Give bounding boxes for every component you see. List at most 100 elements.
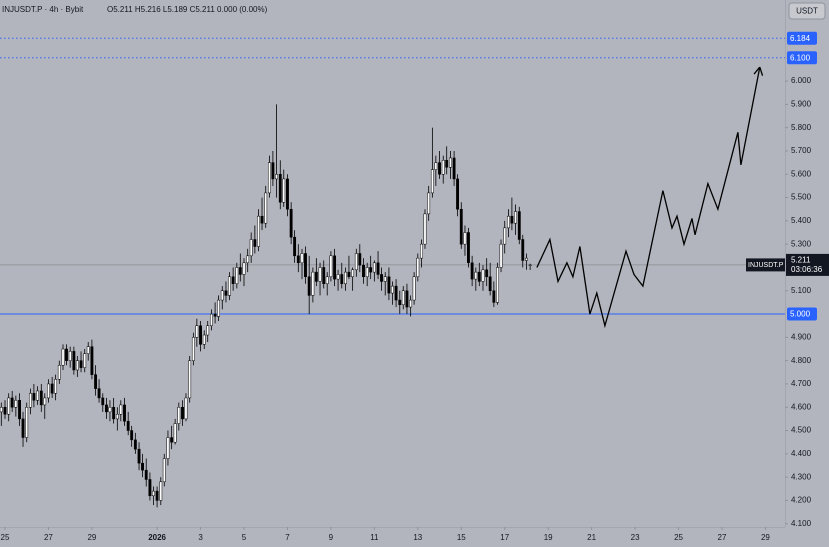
currency-box[interactable] <box>788 2 826 20</box>
candle-body <box>115 413 119 420</box>
x-tick-label: 25 <box>1 533 10 542</box>
candle-body <box>289 208 293 238</box>
candle-body <box>333 255 337 280</box>
candle-body <box>195 325 199 338</box>
candle-body <box>7 397 11 415</box>
candle-body <box>14 400 18 408</box>
candle-body <box>228 276 231 296</box>
y-tick-label: 5.700 <box>791 146 812 155</box>
candle-body <box>423 213 427 245</box>
x-tick-label: 19 <box>544 533 553 542</box>
candle-body <box>50 383 54 394</box>
candle-body <box>264 192 268 224</box>
y-tick-label: 4.100 <box>791 519 812 528</box>
candle-body <box>108 406 112 413</box>
candle-body <box>430 169 434 194</box>
candle-body <box>188 360 192 399</box>
candle-body <box>133 439 137 450</box>
candle-body <box>434 162 438 170</box>
candle-body <box>130 430 134 441</box>
candle-body <box>362 264 365 278</box>
candle-body <box>206 325 210 336</box>
candle-body <box>485 269 489 278</box>
level-tag <box>787 51 817 65</box>
candle-body <box>477 271 481 282</box>
candle-body <box>177 406 181 424</box>
candle-body <box>54 379 58 394</box>
x-tick-label: 2026 <box>148 533 166 542</box>
y-tick-label: 4.700 <box>791 379 812 388</box>
candle-body <box>249 239 253 257</box>
candle-body <box>260 215 264 224</box>
candle-body <box>97 388 101 399</box>
candle-body <box>311 271 315 296</box>
x-tick-label: 29 <box>87 533 96 542</box>
candle-body <box>448 157 452 168</box>
candle-body <box>318 267 322 282</box>
currency-label[interactable]: USDT <box>796 7 818 16</box>
candle-body <box>242 262 246 275</box>
candle-body <box>155 490 159 501</box>
y-tick-label: 5.800 <box>791 123 812 132</box>
candle-body <box>405 290 409 308</box>
candle-body <box>90 346 94 375</box>
candle-body <box>286 178 289 210</box>
candle-body <box>271 162 275 180</box>
x-tick-label: 13 <box>413 533 422 542</box>
candle-body <box>496 267 499 303</box>
candle-body <box>184 397 188 420</box>
candle-body <box>358 253 362 266</box>
candle-body <box>456 178 459 210</box>
candle-body <box>390 285 394 294</box>
candle-body <box>275 174 279 180</box>
candle-body <box>217 299 221 317</box>
candle-body <box>47 383 50 399</box>
candle-body <box>441 160 445 175</box>
candle-body <box>141 462 144 471</box>
x-tick-label: 15 <box>457 533 466 542</box>
x-tick-label: 7 <box>285 533 290 542</box>
candle-body <box>0 406 3 413</box>
y-tick-label: 5.400 <box>791 216 812 225</box>
projection-arrowhead <box>759 66 764 76</box>
candle-body <box>365 267 369 278</box>
candle-body <box>336 274 340 280</box>
candle-body <box>420 243 423 259</box>
level-label: 6.100 <box>790 53 811 62</box>
x-tick-label: 21 <box>587 533 596 542</box>
y-tick-label: 5.300 <box>791 239 812 248</box>
candle-body <box>43 397 47 406</box>
candle-body <box>61 348 65 366</box>
candle-body <box>253 239 257 247</box>
candle-body <box>257 215 260 247</box>
candle-body <box>314 271 318 282</box>
candle-body <box>209 313 213 326</box>
candle-body <box>28 393 32 408</box>
x-tick-label: 5 <box>242 533 247 542</box>
candle-body <box>376 262 380 275</box>
candle-body <box>506 215 510 229</box>
candle-body <box>445 160 449 168</box>
candle-body <box>416 257 420 278</box>
candle-body <box>322 267 326 285</box>
y-tick-label: 4.900 <box>791 332 812 341</box>
candle-body <box>68 351 72 361</box>
candle-body <box>296 255 300 264</box>
x-tick-label: 27 <box>718 533 727 542</box>
candle-body <box>372 262 376 273</box>
x-tick-label: 23 <box>631 533 640 542</box>
candle-body <box>123 404 126 422</box>
candle-body <box>231 276 235 285</box>
candle-body <box>144 469 148 480</box>
y-tick-label: 4.200 <box>791 496 812 505</box>
candle-body <box>224 290 228 296</box>
candle-body <box>510 215 514 224</box>
candle-body <box>101 397 105 406</box>
candle-body <box>278 174 282 203</box>
candle-body <box>459 208 463 245</box>
candle-body <box>112 406 116 420</box>
candle-body <box>79 360 83 368</box>
candle-body <box>514 211 518 224</box>
candle-body <box>463 232 467 245</box>
level-tag <box>787 307 817 321</box>
